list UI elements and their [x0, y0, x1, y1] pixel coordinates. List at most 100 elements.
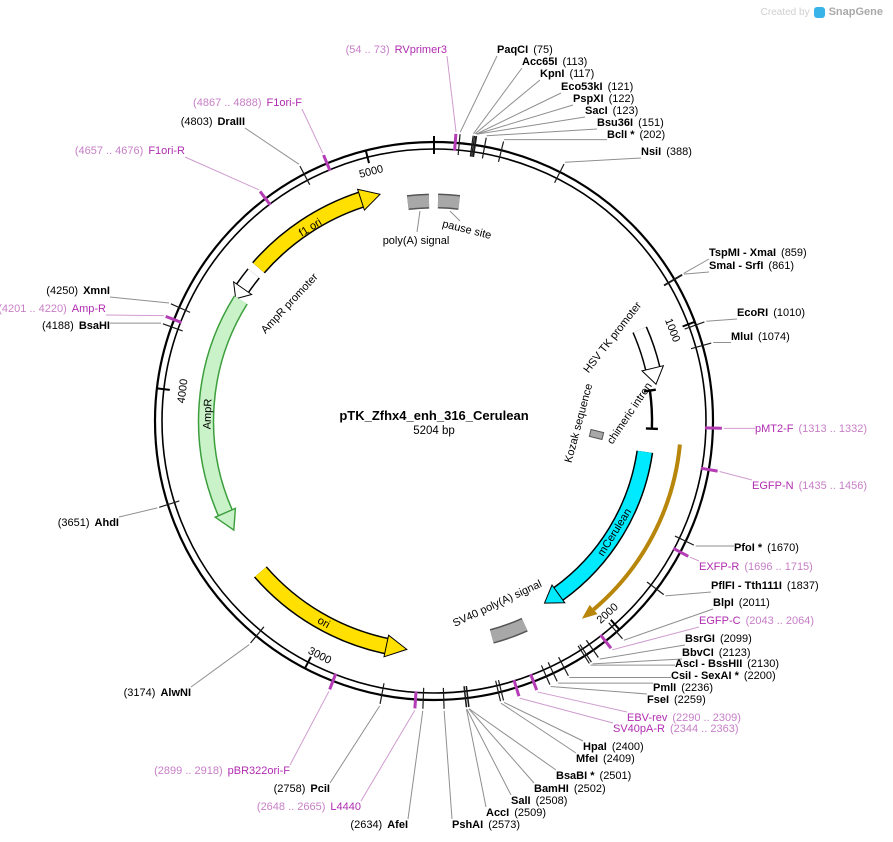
site-label-pmt2-f[interactable]: pMT2-F (1313 .. 1332) [755, 423, 867, 435]
enzyme-tick [608, 622, 623, 640]
site-label-pspxi[interactable]: PspXI (122) [573, 93, 634, 105]
watermark-brand: SnapGene [828, 6, 883, 18]
gold-feature-arrowhead[interactable] [581, 604, 598, 619]
site-label-rvprimer3[interactable]: (54 .. 73) RVprimer3 [346, 44, 447, 56]
site-label-saci[interactable]: SacI (123) [585, 105, 638, 117]
site-label-draiii[interactable]: (4803) DraIII [181, 116, 245, 128]
site-label-ecori[interactable]: EcoRI (1010) [737, 307, 805, 319]
site-label-nsii[interactable]: NsiI (388) [641, 146, 692, 158]
site-position: (1010) [773, 307, 805, 319]
ampr-promoter-arrowhead[interactable] [232, 280, 253, 300]
enzyme-tick [690, 342, 712, 350]
pause-site-box[interactable] [437, 195, 460, 209]
primer-tick [322, 154, 332, 172]
chimeric-intron-bracket[interactable] [648, 390, 654, 429]
site-label-f1ori-r[interactable]: (4657 .. 4676) F1ori-R [75, 145, 185, 157]
leader-line [537, 691, 628, 713]
mcerulean-label[interactable]: mCerulean [596, 507, 635, 559]
sv40-polya-signal-box[interactable] [490, 619, 528, 643]
site-label-sali[interactable]: SalI (2508) [511, 795, 567, 807]
primer-range: (2899 .. 2918) [154, 765, 223, 777]
ori-arrow[interactable] [255, 567, 388, 653]
site-label-asci-bsshii[interactable]: AscI - BssHII (2130) [675, 658, 779, 670]
site-label-pbr322ori-f[interactable]: (2899 .. 2918) pBR322ori-F [154, 765, 290, 777]
site-label-bcli[interactable]: BclI * (202) [607, 129, 665, 141]
site-label-blpi[interactable]: BlpI (2011) [713, 597, 770, 609]
enzyme-name: AfeI [387, 819, 408, 831]
ori-label[interactable]: ori [315, 615, 332, 631]
site-label-alwni[interactable]: (3174) AlwNI [124, 687, 191, 699]
primer-range: (4201 .. 4220) [0, 303, 67, 315]
enzyme-name: MluI [731, 331, 753, 343]
mcerulean-arrowhead[interactable] [543, 583, 566, 604]
site-label-bsu36i[interactable]: Bsu36I (151) [597, 117, 664, 129]
ampr-promoter-arrow[interactable] [237, 269, 259, 292]
polya-signal-box[interactable] [407, 195, 430, 209]
enzyme-name: PaqCI [497, 44, 529, 56]
site-label-acci[interactable]: AccI (2509) [486, 807, 546, 819]
site-position: (1837) [786, 580, 819, 592]
site-label-amp-r[interactable]: (4201 .. 4220) Amp-R [0, 303, 106, 315]
site-label-xmni[interactable]: (4250) XmnI [46, 285, 110, 297]
site-label-bsahi[interactable]: (4188) BsaHI [42, 320, 110, 332]
site-label-mlui[interactable]: MluI (1074) [731, 331, 790, 343]
ampr-arrowhead[interactable] [213, 507, 237, 532]
chimeric-intron-label[interactable]: chimeric intron [605, 381, 655, 447]
site-label-bsabi[interactable]: BsaBI * (2501) [556, 770, 631, 782]
enzyme-tick [422, 687, 425, 709]
enzyme-name: PshAI [452, 819, 484, 831]
site-label-ahdi[interactable]: (3651) AhdI [58, 517, 119, 529]
primer-range: (2344 .. 2363) [669, 723, 739, 735]
site-label-l4440[interactable]: (2648 .. 2665) L4440 [257, 801, 361, 813]
site-position: (117) [569, 68, 595, 80]
site-label-bamhi[interactable]: BamHI (2502) [534, 783, 606, 795]
site-label-pmli[interactable]: PmlI (2236) [653, 682, 713, 694]
scale-label-4000: 4000 [176, 378, 191, 404]
site-label-csii-sexai[interactable]: CsiI - SexAI * (2200) [671, 670, 776, 682]
f1-ori-arrow[interactable] [253, 193, 364, 273]
kozak-sequence-marker[interactable] [588, 428, 605, 441]
site-label-kpni[interactable]: KpnI (117) [540, 68, 594, 80]
site-label-bsrgi[interactable]: BsrGI (2099) [685, 633, 752, 645]
ampr-promoter-label[interactable]: AmpR promoter [259, 271, 321, 336]
ori-arrowhead[interactable] [383, 634, 408, 658]
primer-tick [529, 673, 539, 691]
f1-ori-arrowhead[interactable] [356, 188, 381, 212]
site-label-eco53ki[interactable]: Eco53kI (121) [561, 81, 633, 93]
site-label-pflfi-tth111i[interactable]: PflFI - Tth111I (1837) [711, 580, 819, 592]
leader-line [244, 127, 300, 165]
site-label-sv40pa-r[interactable]: SV40pA-R (2344 .. 2363) [613, 723, 738, 735]
site-label-egfp-n[interactable]: EGFP-N (1435 .. 1456) [752, 480, 867, 492]
site-label-afei[interactable]: (2634) AfeI [350, 819, 408, 831]
enzyme-tick [554, 163, 565, 184]
site-label-tspmi-xmai[interactable]: TspMI - XmaI (859) [709, 247, 807, 259]
site-label-hpai[interactable]: HpaI (2400) [583, 741, 644, 753]
site-label-pshai[interactable]: PshAI (2573) [452, 819, 520, 831]
gold-feature-arc[interactable] [592, 444, 682, 612]
site-label-pfoi[interactable]: PfoI * (1670) [734, 542, 799, 554]
site-label-acc65i[interactable]: Acc65I (113) [522, 56, 587, 68]
hsv-tk-promoter-arrowhead[interactable] [640, 364, 665, 386]
site-label-ebv-rev[interactable]: EBV-rev (2290 .. 2309) [627, 712, 741, 724]
site-label-fsei[interactable]: FseI (2259) [647, 694, 706, 706]
enzyme-tick [170, 303, 191, 313]
site-position: (861) [768, 260, 795, 272]
site-label-pcii[interactable]: (2758) PciI [274, 783, 330, 795]
site-label-bbvci[interactable]: BbvCI (2123) [682, 647, 751, 659]
site-label-paqci[interactable]: PaqCI (75) [497, 44, 553, 56]
site-label-mfei[interactable]: MfeI (2409) [576, 753, 635, 765]
polya-signal-label[interactable]: poly(A) signal [383, 235, 450, 247]
site-label-egfp-c[interactable]: EGFP-C (2043 .. 2064) [699, 615, 814, 627]
enzyme-tick [379, 683, 385, 705]
ampr-arrow[interactable] [199, 296, 247, 516]
enzyme-name: AhdI [94, 517, 119, 529]
sv40-polya-signal-label[interactable]: SV40 poly(A) signal [451, 578, 544, 630]
mcerulean-arrow[interactable] [554, 450, 652, 600]
site-label-exfp-r[interactable]: EXFP-R (1696 .. 1715) [699, 561, 813, 573]
site-position: (151) [638, 117, 664, 129]
site-label-smai-srfi[interactable]: SmaI - SrfI (861) [709, 260, 794, 272]
ampr-label[interactable]: AmpR [201, 398, 214, 429]
site-position: (123) [612, 105, 639, 117]
primer-name: pBR322ori-F [227, 765, 290, 777]
site-label-f1ori-f[interactable]: (4867 .. 4888) F1ori-F [193, 97, 302, 109]
